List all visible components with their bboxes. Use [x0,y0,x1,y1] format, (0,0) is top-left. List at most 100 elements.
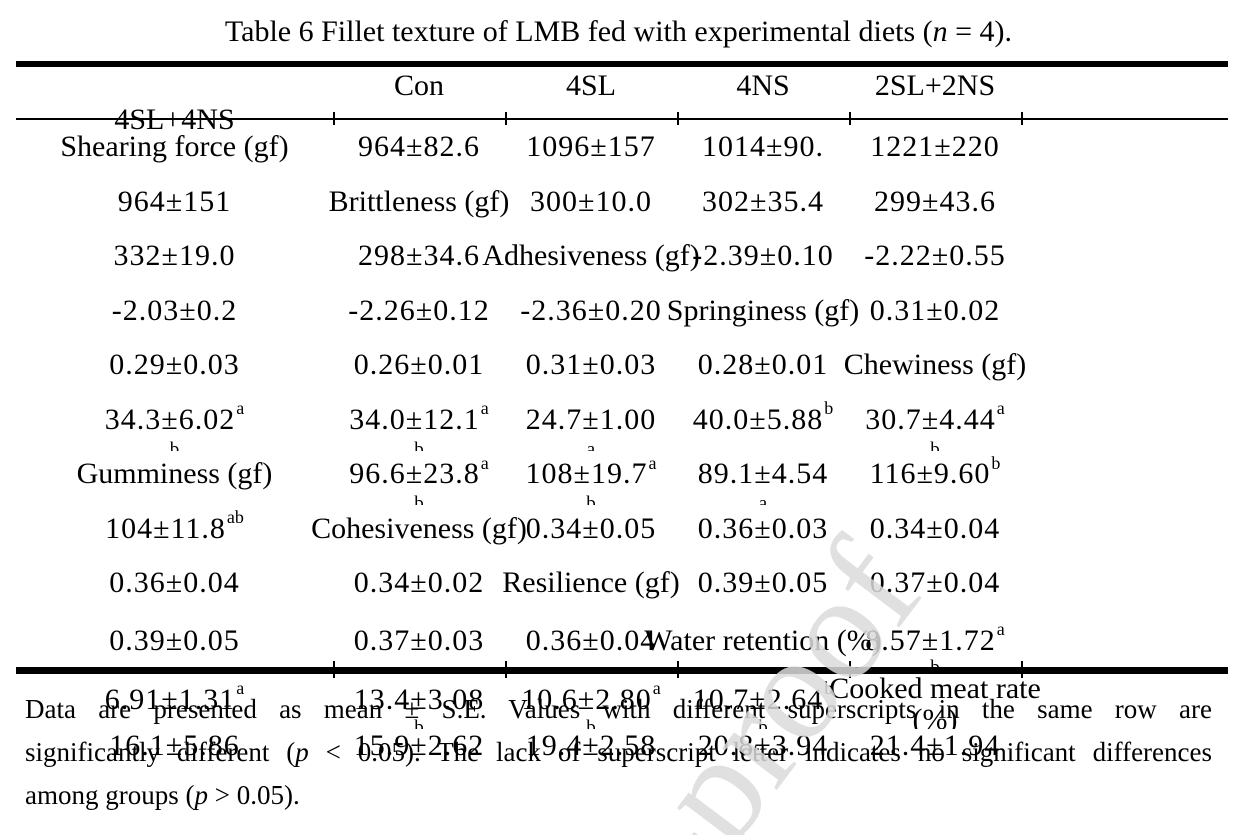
superscript-letter: b [824,678,834,698]
column-tick [677,661,679,678]
table-bottom-border [16,667,1228,674]
superscript-letter: a [648,452,657,473]
value-cell: 30.7±4.44 a b [865,398,1005,451]
value-cell: -2.26±0.12 [348,293,490,327]
wrapped-superscript-fragment: b [169,439,180,451]
column-header: 4SL [565,69,616,102]
wrapped-superscript-fragment: b [414,494,424,505]
row-label: Shearing force (gf) [60,130,289,164]
value-cell: 19.4±2.58 [525,728,657,762]
header-stub-cell [16,69,333,103]
superscript-letter: a [652,678,661,698]
value-cell: 0.39±0.05 [697,566,829,600]
superscript-letter: a [996,619,1005,639]
value-cell: 21.4±1.94 [869,728,1001,762]
wrapped-superscript-fragment: a [586,439,596,451]
value-cell: 8.57±1.72 a b [865,619,1005,669]
footnote-line-3: among groups (p > 0.05). [25,780,300,810]
value-cell: 10.6±2.80 a b [521,678,661,729]
value-cell: 0.31±0.02 [869,293,1001,327]
column-header: 2SL+2NS [874,69,996,102]
column-tick [1021,112,1023,125]
value-cell: 0.29±0.03 [109,348,240,382]
header-separator-line [16,118,1228,120]
column-tick [333,112,335,125]
superscript-letter: a [480,452,489,473]
column-tick [677,112,679,125]
value-cell: 16.1±5.86 [109,728,240,762]
wrapped-superscript-fragment: b [758,717,768,729]
superscript-letter: b [991,452,1001,473]
column-tick [505,661,507,678]
value-cell: 34.3±6.02 a b [104,398,245,451]
value-cell: 10.7±2.64 b b [692,678,834,729]
value-cell: 108±19.7 a b [525,452,657,505]
value-cell: 89.1±4.54 a [697,457,829,505]
wrapped-superscript-fragment: b [414,439,424,451]
column-tick [333,661,335,678]
value-cell: -2.39±0.10 [692,239,834,273]
value-cell: 300±10.0 [530,184,652,218]
value-cell: 0.34±0.05 [525,511,657,545]
row-label-second-line: (%) [912,704,958,729]
wrapped-superscript-fragment: b [414,717,424,729]
superscript-letter: a [480,398,489,419]
value-cell: 0.36±0.04 [109,566,240,600]
value-cell: 299±43.6 [874,184,996,218]
value-cell: -2.03±0.2 [111,293,238,327]
value-cell: 302±35.4 [702,184,824,218]
table-top-border [16,61,1228,67]
column-header: Con [393,69,444,102]
row-label: Water retention (%) [644,623,882,657]
row-label: Adhesiveness (gf) [482,239,700,273]
wrapped-superscript-fragment: b [586,717,596,729]
row-label: Cooked meat rate (%) [829,671,1041,729]
column-tick [849,661,851,678]
value-cell: 0.34±0.02 [353,566,485,600]
value-cell: 24.7±1.00 a [525,402,657,451]
column-tick [505,112,507,125]
superscript-letter: a [236,678,245,698]
italic-p: p [194,780,208,810]
footnote-line-2: significantly different (p < 0.05). The … [25,737,1213,767]
value-cell: 298±34.6 [358,239,480,273]
table-caption: Table 6 Fillet texture of LMB fed with e… [0,14,1237,50]
superscript-letter: a [996,398,1005,419]
value-cell: 0.28±0.01 [697,348,829,382]
value-cell: 1221±220 [870,130,1000,164]
value-cell: 964±151 [117,184,232,218]
value-cell: 0.37±0.03 [353,623,485,657]
row-label: Springiness (gf) [666,293,860,327]
value-cell: 96.6±23.8 a b [349,452,489,505]
value-cell: 116±9.60 b [869,452,1001,491]
footnote-line-1: Data are presented as mean ± S.E. Values… [25,694,1212,724]
wrapped-superscript-fragment: b [930,657,940,669]
row-label: Chewiness (gf) [843,348,1027,382]
row-label: Resilience (gf) [502,566,680,600]
superscript-letter: b [824,398,834,419]
value-cell: 0.36±0.03 [697,511,829,545]
value-cell: 40.0±5.88 b [692,398,834,436]
value-cell: 0.26±0.01 [353,348,485,382]
value-cell: 1014±90. [702,130,824,164]
value-cell: 964±82.6 [358,130,480,164]
table-header: Con 4SL 4NS 2SL+2NS 4SL+4NS [16,69,1193,136]
row-label: Gumminess (gf) [76,457,273,491]
value-cell: -2.36±0.20 [520,293,662,327]
superscript-letter: ab [226,507,244,528]
value-cell: 15.9±2.62 [353,728,485,762]
column-tick [849,112,851,125]
value-cell: 34.0±12.1 a b [349,398,489,451]
value-cell: 104±11.8 ab [105,507,244,545]
caption-text: Table 6 Fillet texture of LMB fed with e… [224,15,933,48]
value-cell: 0.34±0.04 [869,511,1001,545]
value-cell: 13.4±3.08 b [353,682,485,729]
table-footnote: Data are presented as mean ± S.E. Values… [25,688,1212,817]
value-cell: 1096±157 [526,130,656,164]
wrapped-superscript-fragment: b [586,494,596,505]
caption-italic-n: n [932,15,948,48]
value-cell: 6.91±1.31 a [104,678,245,716]
value-cell: 332±19.0 [113,239,236,273]
wrapped-superscript-fragment: a [758,494,768,505]
